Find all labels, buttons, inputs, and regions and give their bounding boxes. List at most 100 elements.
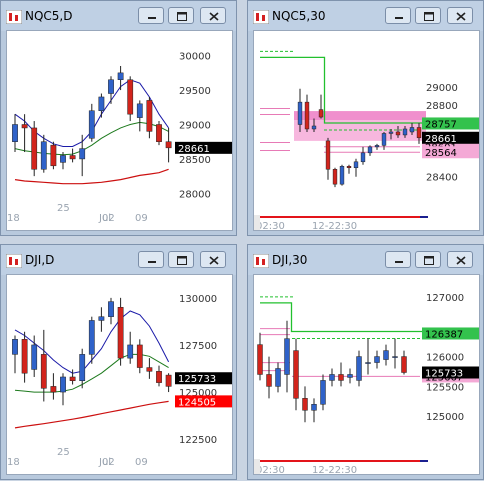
x-axis-tick: 09	[135, 213, 148, 224]
candle-body	[12, 124, 18, 142]
chart-app-icon	[252, 9, 270, 25]
candle-body	[383, 350, 389, 360]
candle-body	[365, 362, 371, 364]
close-button[interactable]	[200, 251, 226, 268]
close-button[interactable]	[447, 7, 473, 24]
candle-body	[146, 367, 153, 372]
window-title: DJI,D	[25, 253, 55, 267]
candle-body	[346, 166, 352, 169]
candle-body	[367, 146, 373, 154]
candle-body	[356, 356, 362, 381]
y-axis-tick: 126000	[426, 353, 464, 364]
candle-body	[339, 166, 345, 185]
candle-body	[409, 127, 415, 133]
current-price-badge	[175, 141, 232, 154]
ma-line-red	[14, 400, 169, 429]
maximize-button[interactable]	[415, 7, 441, 24]
candle-body	[257, 344, 263, 375]
candle-body	[311, 125, 317, 130]
price-chart[interactable]: 2840029000288002875728601285642866102:30…	[254, 31, 479, 230]
candle-body	[381, 133, 387, 146]
close-button[interactable]	[447, 251, 473, 268]
candle-body	[108, 301, 114, 317]
window-titlebar[interactable]: DJI,30	[248, 245, 483, 275]
candle-body	[395, 131, 401, 136]
chart-window-dji-30min[interactable]: DJI,30 125000 125500 126000 127000 126387 125…	[247, 244, 484, 480]
window-titlebar[interactable]: NQC5,D	[1, 1, 236, 31]
y-axis-tick: 28800	[426, 101, 458, 112]
price-badge-label: 124505	[178, 397, 216, 408]
chart-area[interactable]: 2840029000288002875728601285642866102:30…	[253, 30, 480, 231]
session-band	[254, 459, 260, 474]
x-axis-tick: 12-22:30	[312, 221, 357, 230]
candle-body	[12, 339, 18, 355]
candle-body	[275, 368, 281, 387]
minimize-button[interactable]	[385, 251, 411, 268]
current-price-label: 28661	[425, 134, 457, 145]
window-titlebar[interactable]: NQC5,30	[248, 1, 483, 31]
candle-body	[31, 344, 38, 370]
candle-body	[88, 320, 95, 355]
ma-step-line	[260, 56, 424, 124]
minimize-button[interactable]	[138, 251, 164, 268]
candle-body	[338, 374, 344, 381]
y-axis-tick: 29500	[179, 86, 211, 97]
chart-window-nq-30min[interactable]: NQC5,30 28400290002880028757286012856428…	[247, 0, 484, 236]
x-axis-tick: 02:30	[256, 221, 285, 230]
current-price-label: 28661	[178, 144, 210, 155]
candle-body	[79, 148, 86, 160]
price-badge-label: 28757	[425, 119, 457, 130]
candle-body	[156, 371, 162, 383]
minimize-button[interactable]	[138, 7, 164, 24]
candle-body	[266, 374, 272, 387]
candle-body	[136, 103, 143, 118]
x-axis-tick: 25	[57, 203, 70, 214]
window-titlebar[interactable]: DJI,D	[1, 245, 236, 275]
candle-body	[318, 109, 324, 118]
y-axis-tick: 125000	[179, 388, 217, 399]
price-zone	[294, 111, 426, 121]
y-axis-tick: 130000	[179, 294, 217, 305]
candle-body	[40, 141, 47, 170]
session-bar-navy	[420, 460, 428, 462]
close-button[interactable]	[200, 7, 226, 24]
maximize-button[interactable]	[168, 7, 194, 24]
chart-area[interactable]: 1250001255001260001270001263871256671257…	[253, 274, 480, 475]
chart-window-dji-daily[interactable]: DJI,D 122500 125000 127500 130000 124505 1257…	[0, 244, 237, 480]
candle-body	[146, 100, 153, 132]
x-axis-tick: 02	[102, 213, 115, 224]
candle-body	[108, 79, 114, 94]
current-price-badge	[422, 131, 479, 144]
price-chart[interactable]: 122500 125000 127500 130000 124505 125733 18 25…	[7, 275, 232, 474]
price-chart[interactable]: 1250001255001260001270001263871256671257…	[254, 275, 479, 474]
candle-body	[60, 155, 66, 163]
candle-body	[79, 354, 86, 381]
session-band	[254, 215, 260, 230]
window-title: NQC5,D	[25, 9, 73, 23]
candle-body	[156, 124, 162, 142]
candle-body	[401, 356, 407, 373]
y-axis-tick: 29000	[179, 121, 211, 132]
maximize-button[interactable]	[168, 251, 194, 268]
candle-body	[360, 152, 366, 163]
candle-body	[136, 344, 143, 368]
candle-body	[127, 79, 134, 115]
chart-area[interactable]: 28000 28500 29000 29500 30000 28661 18 25 Jul 02 0…	[6, 30, 233, 231]
candle-body	[98, 96, 105, 111]
x-axis-tick: 09	[135, 457, 148, 468]
candle-body	[311, 404, 317, 411]
candle-body	[98, 316, 105, 321]
x-axis-tick: 12-22:30	[312, 465, 357, 474]
candle-body	[165, 141, 172, 149]
candle-body	[69, 376, 76, 381]
current-price-badge	[422, 366, 479, 379]
candle-body	[302, 398, 308, 411]
chart-area[interactable]: 122500 125000 127500 130000 124505 125733 18 25…	[6, 274, 233, 475]
ma-line-green	[14, 353, 169, 393]
minimize-button[interactable]	[385, 7, 411, 24]
window-title: DJI,30	[272, 253, 308, 267]
candle-body	[347, 374, 353, 378]
maximize-button[interactable]	[415, 251, 441, 268]
chart-window-nq-daily[interactable]: NQC5,D 28000 28500 29000 29500 30000 28661 18 2…	[0, 0, 237, 236]
